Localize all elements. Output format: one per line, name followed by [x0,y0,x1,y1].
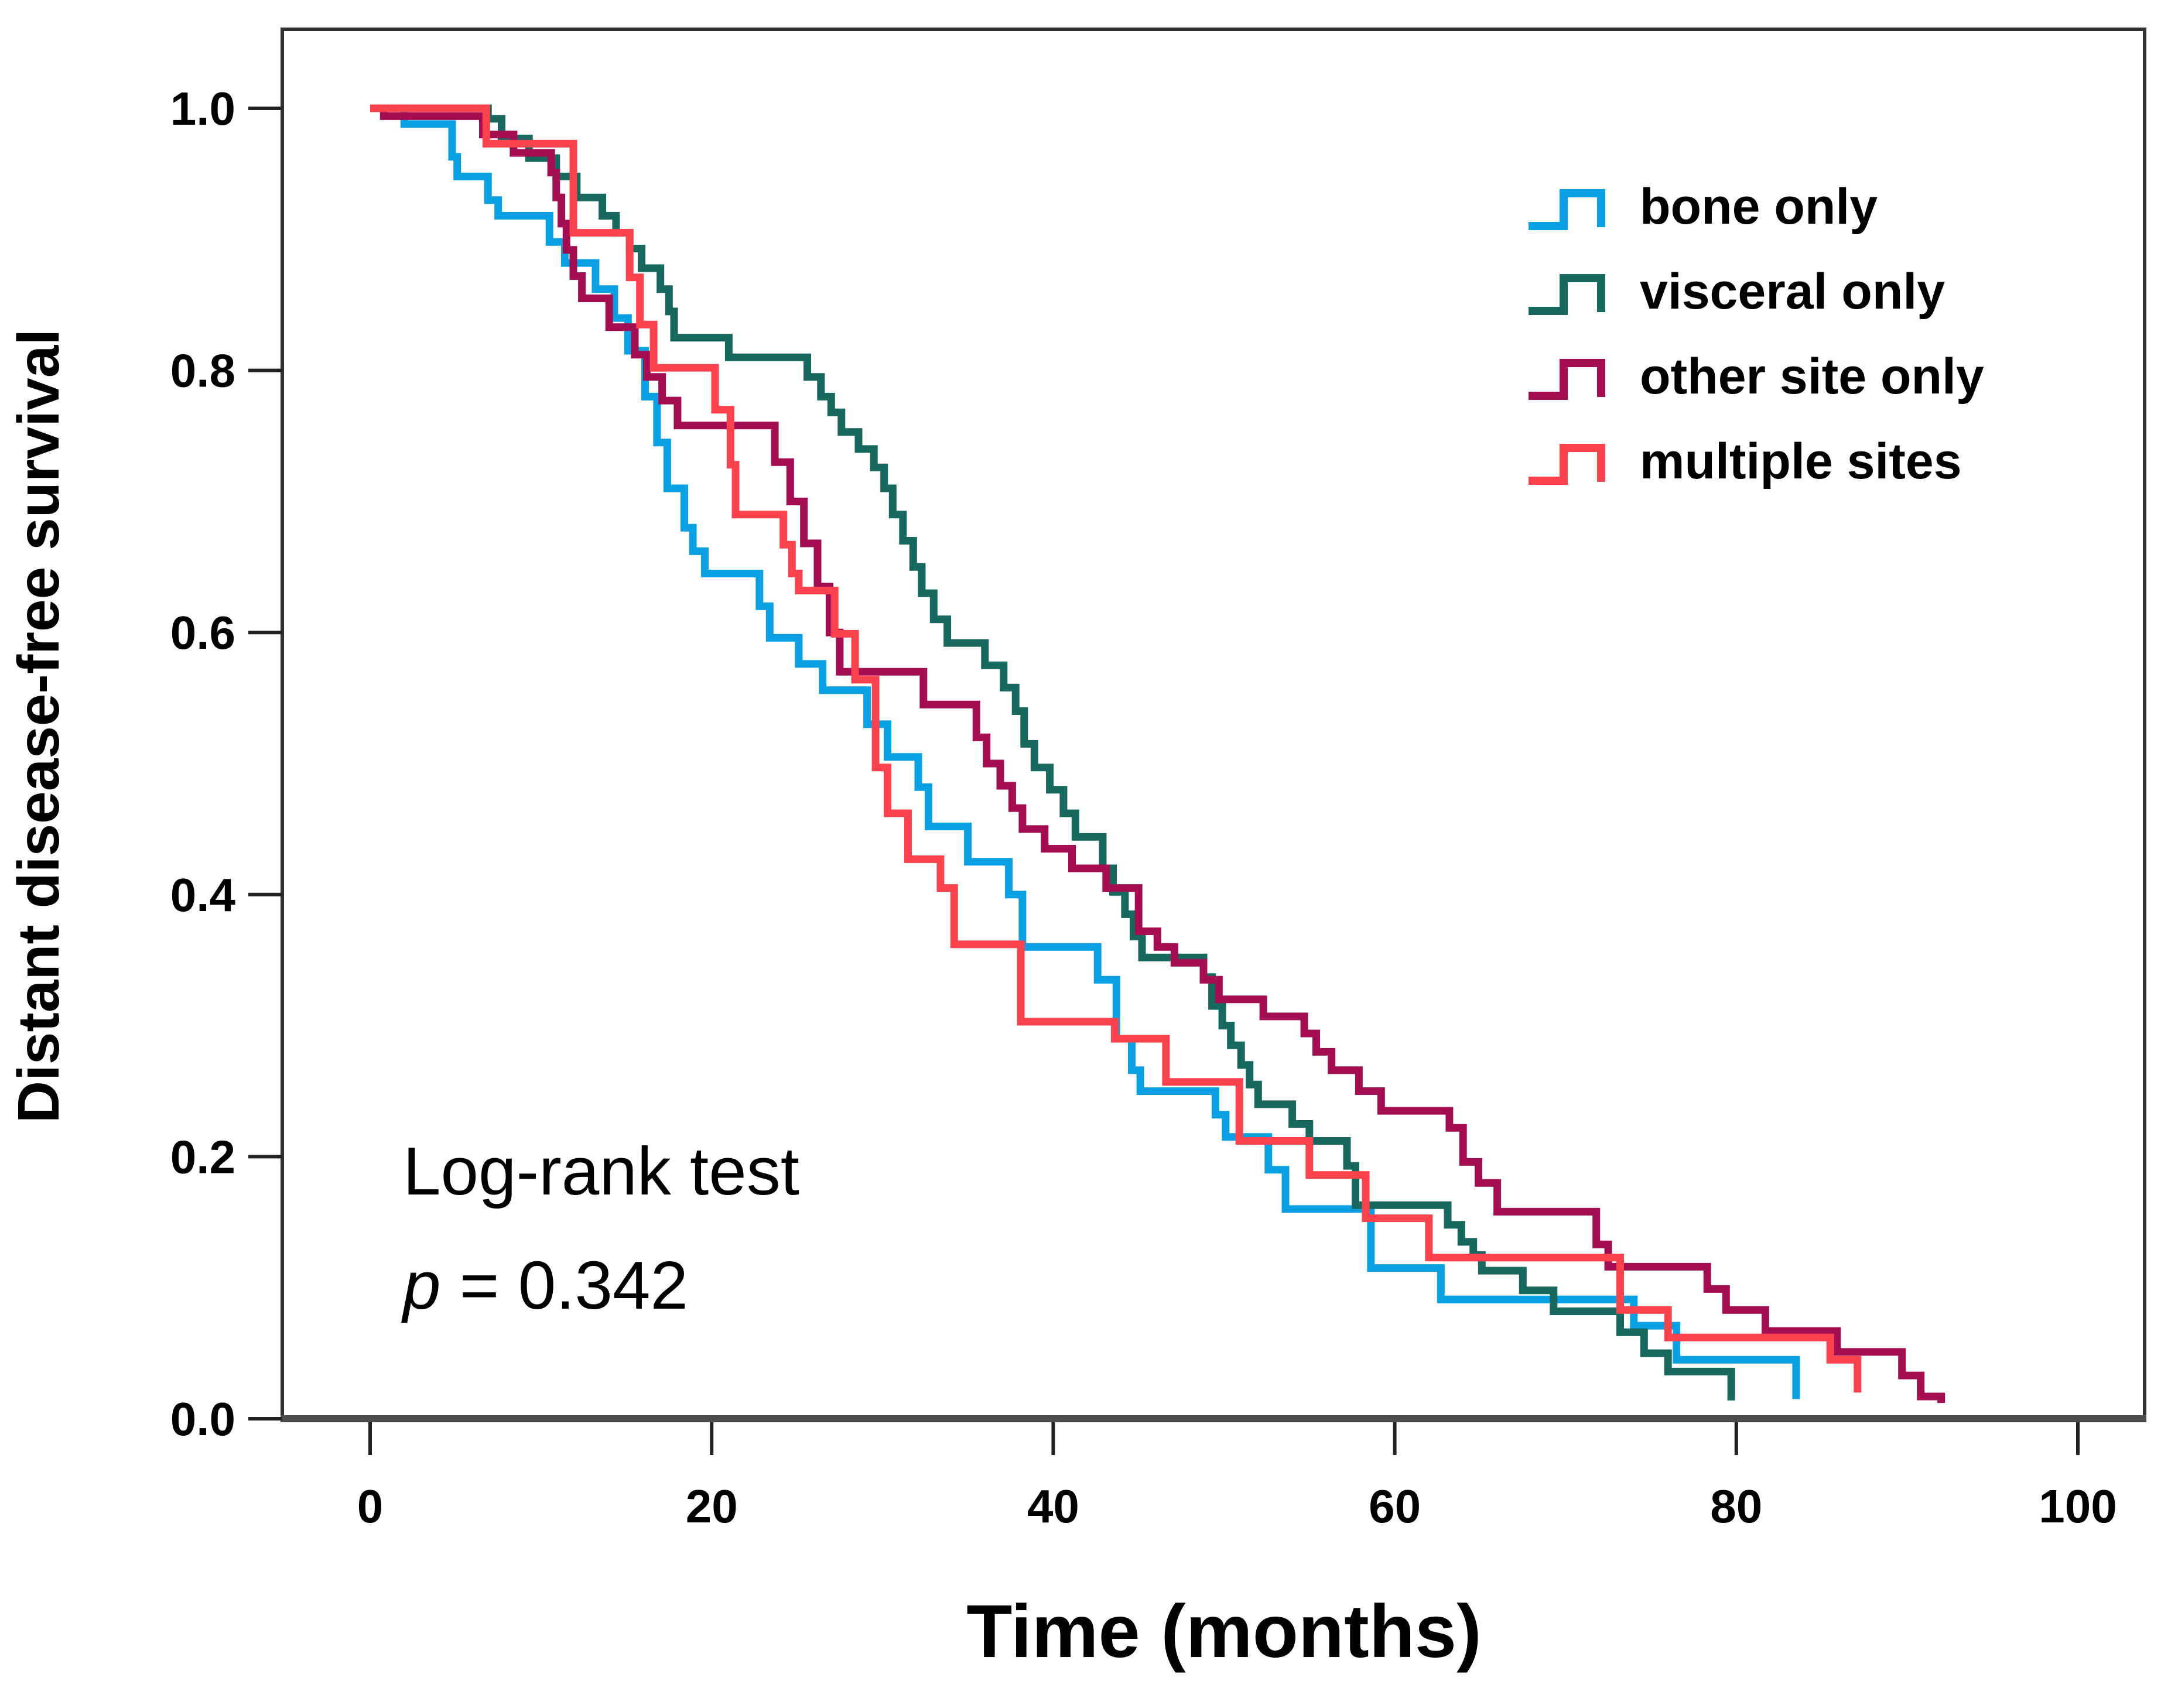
series-curve [370,104,1946,1404]
legend-label: visceral only [1640,263,1945,320]
legend-label: other site only [1640,348,1984,405]
annotation-logrank: Log-rank test [403,1133,799,1209]
legend: bone only visceral only other site only mul… [1529,179,1984,490]
legend-entry: other site only [1529,348,1984,405]
legend-marker-icon [1529,444,1605,485]
y-axis-title: Distant disease-free survival [6,329,71,1123]
series-curve [370,104,1862,1393]
legend-marker-icon [1529,274,1605,315]
annotation-p-symbol: p [401,1247,441,1323]
x-tick-label: 20 [686,1480,738,1532]
legend-entry: multiple sites [1529,433,1962,490]
legend-marker-icon [1529,359,1605,400]
series-curve [370,104,1735,1401]
x-axis-title: Time (months) [966,1590,1481,1673]
legend-marker-icon [1529,189,1605,230]
x-tick-label: 100 [2039,1480,2117,1532]
legend-entry: visceral only [1529,263,1945,320]
curves-layer [370,104,1946,1404]
x-tick-label: 60 [1369,1480,1421,1532]
annotation-pvalue: p = 0.342 [401,1247,688,1323]
y-tick-label: 0.6 [170,607,235,659]
y-tick-label: 0.2 [170,1131,235,1183]
y-tick-label: 0.0 [170,1393,235,1445]
legend-label: bone only [1640,179,1878,235]
legend-label: multiple sites [1640,433,1962,490]
plot-frame [281,28,2146,1421]
axes-layer: 0 20 40 60 80 100 0.0 0.2 0.4 0.6 0.8 1.0 [170,83,2117,1532]
x-tick-label: 0 [357,1480,384,1532]
x-tick-label: 80 [1710,1480,1762,1532]
x-tick-label: 40 [1027,1480,1079,1532]
legend-entry: bone only [1529,179,1878,235]
y-tick-label: 0.4 [170,869,236,921]
y-tick-label: 0.8 [170,345,235,397]
y-tick-label: 1.0 [170,83,235,135]
annotation-p-rest: = 0.342 [441,1247,688,1323]
